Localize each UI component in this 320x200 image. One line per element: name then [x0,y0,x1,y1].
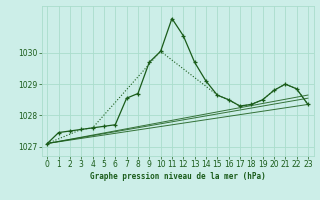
X-axis label: Graphe pression niveau de la mer (hPa): Graphe pression niveau de la mer (hPa) [90,172,266,181]
